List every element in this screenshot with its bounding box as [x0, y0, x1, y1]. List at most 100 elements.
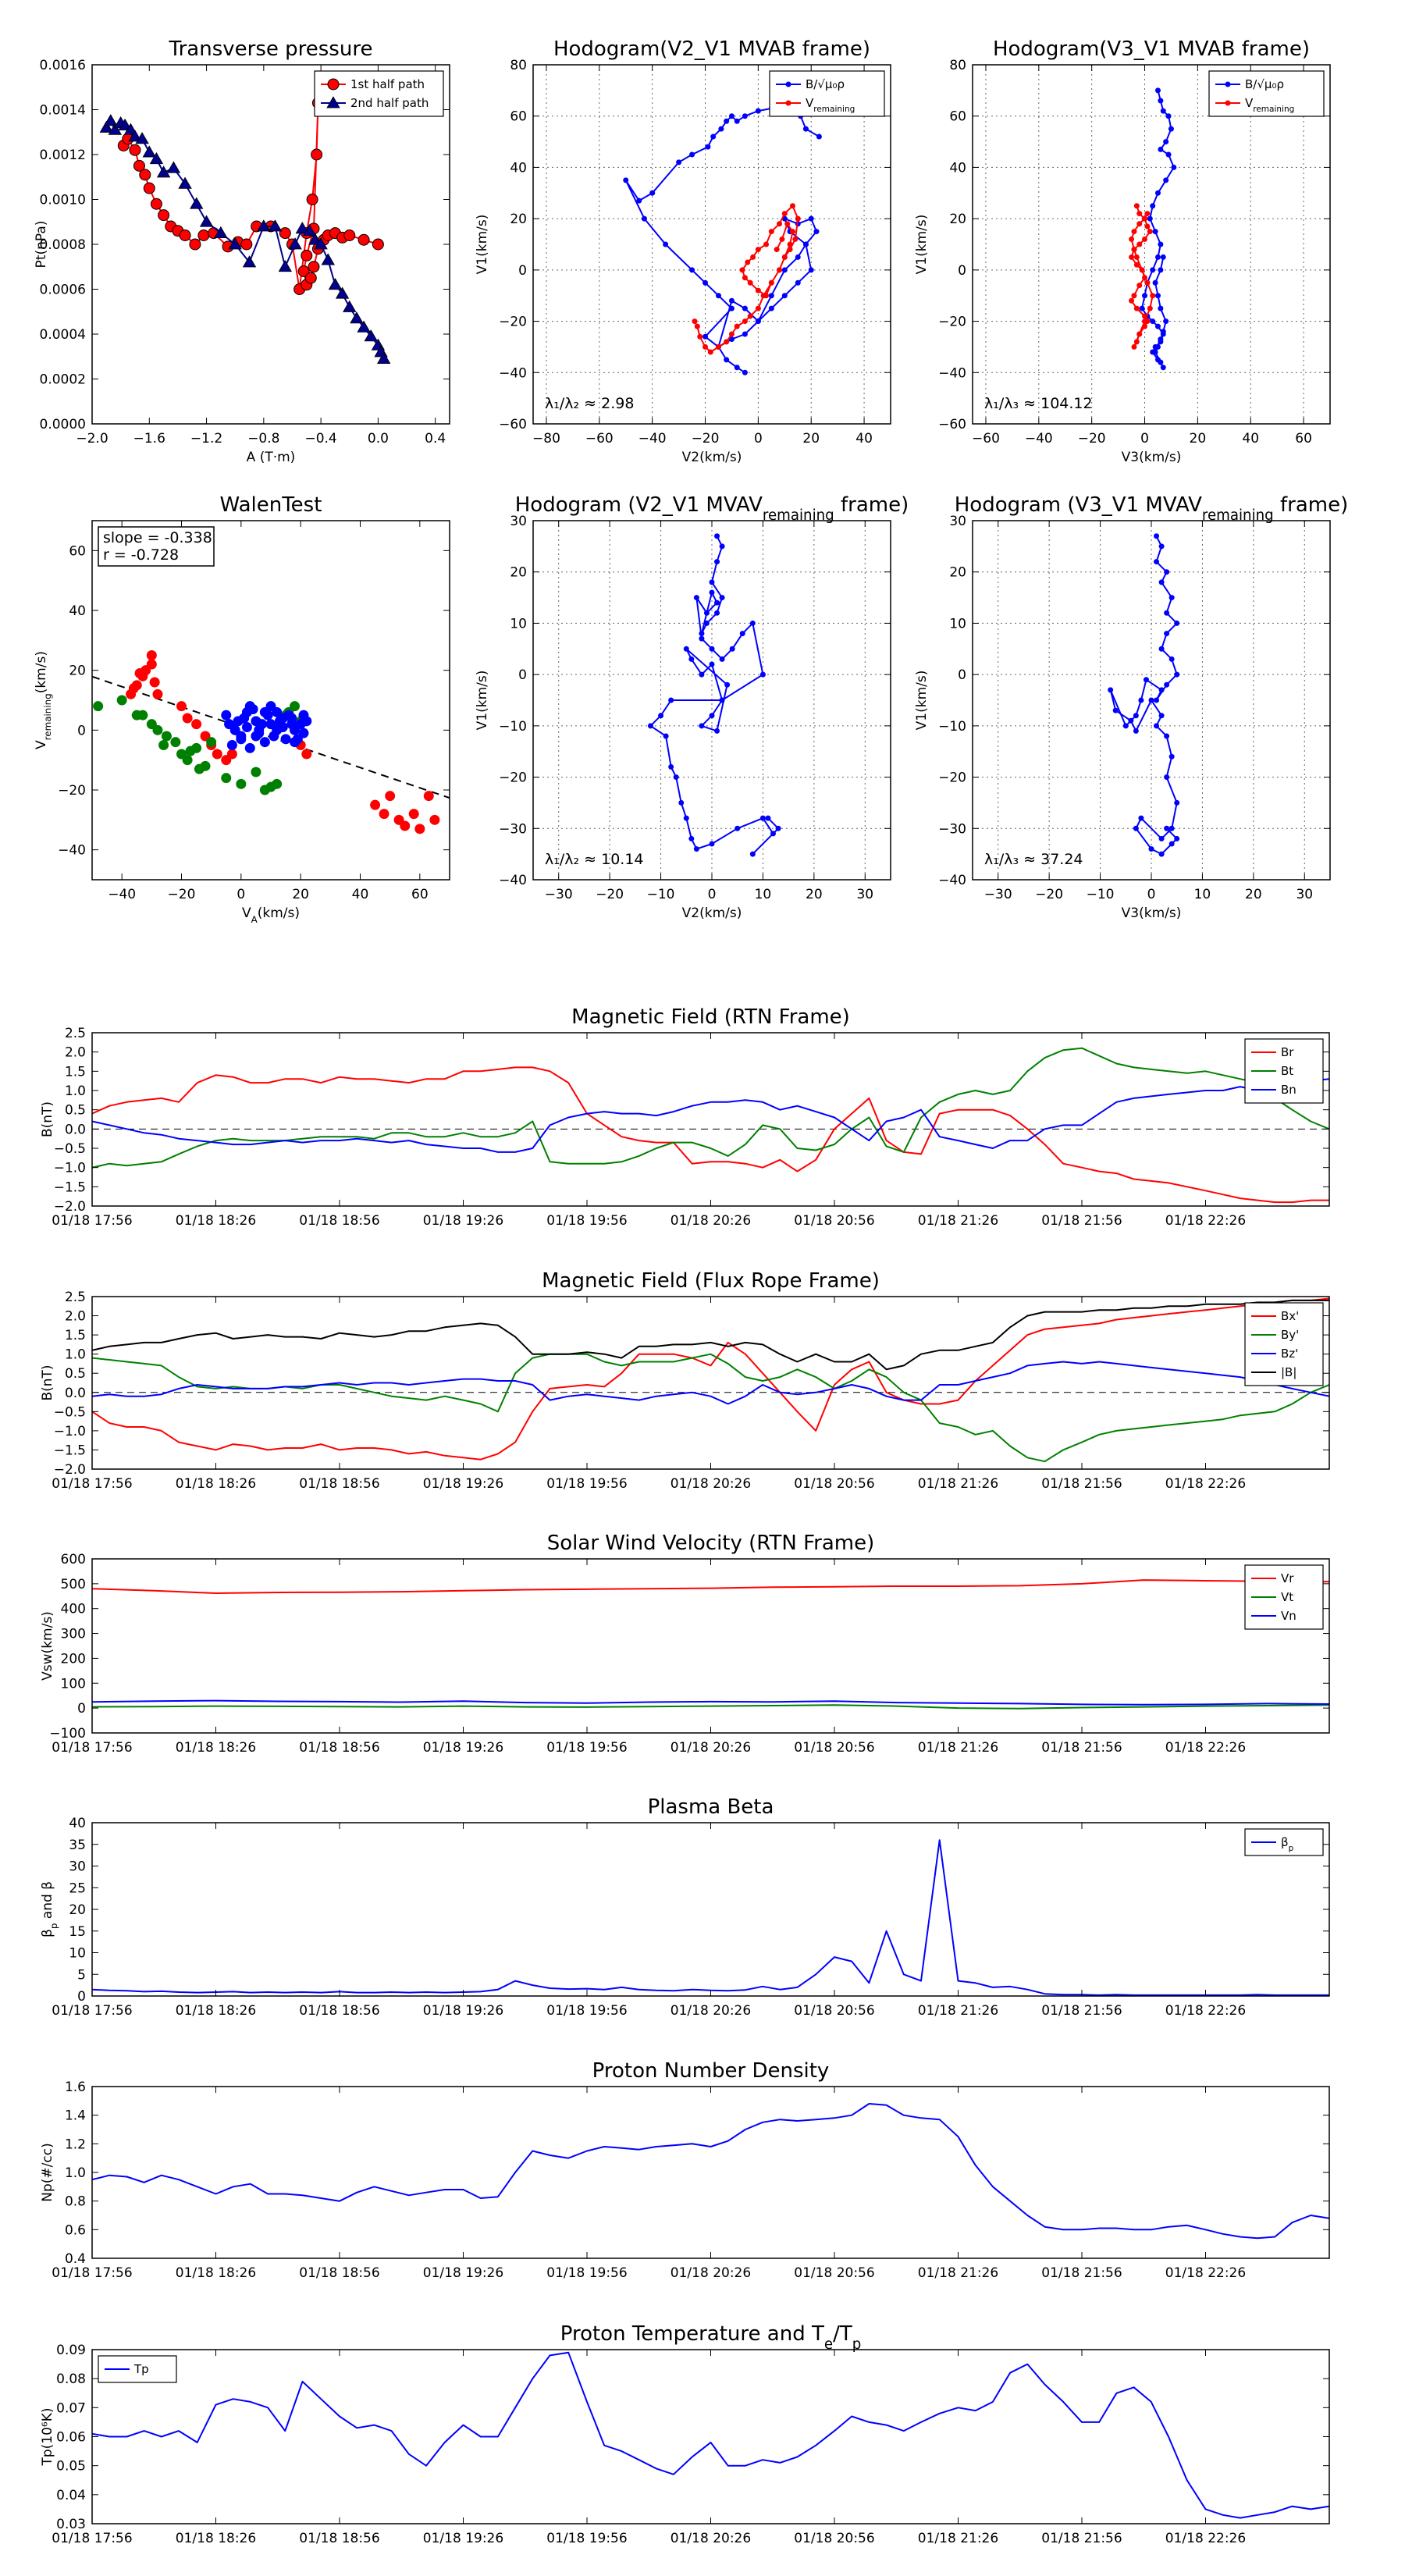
data-point — [714, 728, 720, 734]
y-tick-label: 40 — [510, 160, 527, 176]
scatter-point — [423, 791, 434, 802]
x-tick-label: 01/18 20:56 — [794, 2531, 874, 2546]
x-tick-label: 01/18 19:26 — [423, 1476, 503, 1492]
y-tick-label: 30 — [510, 514, 527, 529]
scatter-point — [185, 745, 196, 756]
data-point — [735, 825, 741, 831]
data-point — [297, 265, 310, 277]
y-tick-label: −1.0 — [54, 1161, 86, 1176]
data-point — [1154, 559, 1160, 565]
data-point — [314, 237, 328, 250]
data-point — [302, 223, 317, 237]
y-tick-label: 1.2 — [65, 2137, 86, 2152]
data-point — [747, 279, 753, 286]
y-tick-label: 30 — [69, 1859, 86, 1875]
data-point — [724, 357, 730, 363]
x-tick-label: 40 — [352, 887, 369, 902]
x-tick-label: −60 — [972, 431, 1000, 447]
data-point — [647, 723, 653, 729]
x-tick-label: 01/18 22:26 — [1165, 1740, 1246, 1756]
data-point — [781, 267, 788, 273]
axes-frame — [91, 520, 450, 881]
series-line — [92, 1699, 1329, 1706]
x-axis-label: V3(km/s) — [1122, 906, 1182, 921]
data-point — [749, 620, 756, 626]
y-tick-label: 0.06 — [56, 2430, 86, 2446]
data-point — [228, 237, 242, 250]
annotation-box — [98, 526, 215, 567]
y-tick-label: 200 — [61, 1651, 86, 1667]
data-point — [755, 318, 761, 325]
data-point — [734, 118, 740, 124]
plot-area — [92, 2351, 1329, 2519]
data-point — [1168, 656, 1175, 662]
x-tick-label: 30 — [1296, 887, 1313, 902]
data-point — [1112, 707, 1119, 713]
legend-label: 2nd half path — [350, 96, 429, 110]
axes-frame — [91, 64, 450, 425]
data-point — [709, 579, 715, 585]
data-point — [301, 249, 313, 262]
x-tick-label: 0 — [1147, 887, 1156, 902]
y-tick-label: −40 — [499, 873, 527, 888]
data-point — [308, 233, 322, 245]
chart-title: Hodogram (V2_V1 MVAVremaining frame) — [515, 493, 909, 524]
data-point — [1150, 267, 1156, 273]
data-point — [1131, 247, 1137, 253]
legend-label: 1st half path — [350, 77, 425, 91]
data-point — [179, 229, 191, 241]
y-tick-label: 0 — [958, 667, 966, 683]
annotation-text: slope = -0.338 — [103, 529, 212, 546]
plot-area — [92, 1047, 1329, 1204]
data-point — [768, 293, 774, 299]
scatter-point — [191, 719, 202, 730]
x-tick-label: 01/18 17:56 — [52, 1740, 132, 1756]
x-tick-label: 01/18 22:26 — [1165, 1213, 1246, 1229]
x-tick-label: 0.4 — [425, 431, 446, 447]
x-tick-label: 01/18 18:56 — [299, 2531, 379, 2546]
scatter-point — [206, 737, 217, 748]
data-point — [668, 697, 674, 703]
x-tick-label: 01/18 19:26 — [423, 1213, 503, 1229]
chart-plasma-beta: Plasma Beta 01/18 17:56 01/18 18:26 01/18 1… — [40, 1795, 1330, 2019]
series-1st-half-path — [117, 97, 384, 295]
data-point — [739, 631, 745, 637]
x-tick-label: −30 — [984, 887, 1012, 902]
data-point — [739, 267, 745, 273]
data-point — [1165, 113, 1172, 119]
x-tick-label: −20 — [692, 431, 720, 447]
data-point — [1168, 126, 1174, 132]
x-tick-label: 01/18 17:56 — [52, 1213, 132, 1229]
chart-hodogram-v2-v1-mvab: Hodogram(V2_V1 MVAB frame) −80 −60 −40 −20 0 2… — [475, 37, 891, 465]
data-point — [139, 169, 151, 181]
x-tick-label: 01/18 19:56 — [546, 1213, 627, 1229]
data-point — [1144, 223, 1151, 229]
series-by — [92, 1353, 1329, 1463]
data-point — [190, 197, 204, 209]
x-tick-label: 01/18 17:56 — [52, 2531, 132, 2546]
x-tick-label: 01/18 20:26 — [670, 2531, 751, 2546]
data-point — [1150, 318, 1156, 325]
data-point — [1164, 733, 1170, 739]
x-tick-label: 01/18 21:26 — [918, 1213, 998, 1229]
chart-title: Hodogram(V2_V1 MVAB frame) — [553, 37, 870, 61]
data-point — [104, 114, 118, 126]
data-point — [1154, 533, 1160, 539]
scatter-point — [93, 701, 104, 712]
x-tick-label: 01/18 20:26 — [670, 1213, 751, 1229]
data-point — [1136, 211, 1143, 217]
data-point — [707, 349, 713, 355]
data-point — [1168, 825, 1175, 831]
legend-marker — [1225, 81, 1231, 87]
x-tick-label: 01/18 17:56 — [52, 1476, 132, 1492]
x-tick-label: −80 — [532, 431, 560, 447]
x-tick-label: 01/18 19:56 — [546, 1476, 627, 1492]
data-point — [703, 620, 710, 626]
scatter-point — [149, 677, 160, 688]
data-point — [750, 254, 756, 260]
x-tick-label: 01/18 19:56 — [546, 2003, 627, 2019]
data-point — [1158, 835, 1165, 841]
data-point — [1129, 236, 1135, 242]
y-axis-label: Vremaining(km/s) — [34, 651, 53, 749]
